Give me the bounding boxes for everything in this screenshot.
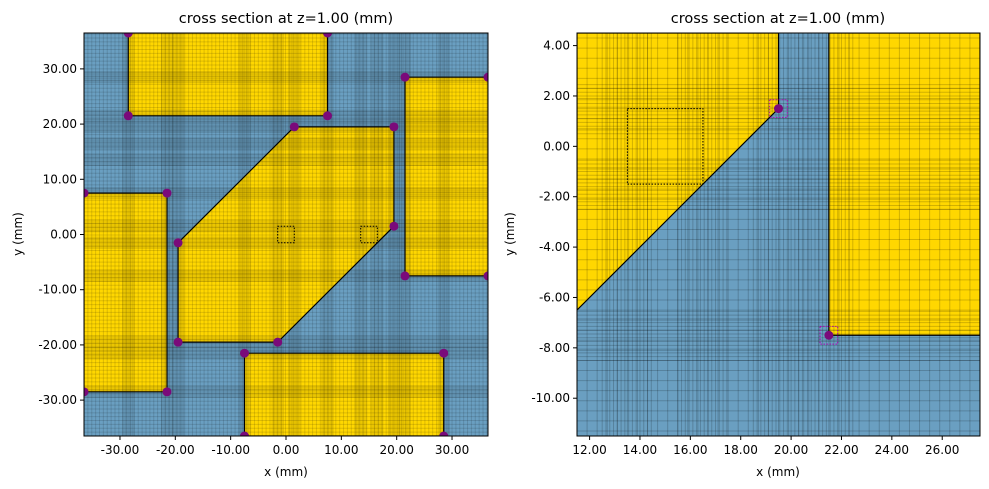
structure-polygon xyxy=(127,33,329,117)
vertex-point xyxy=(824,330,834,340)
vertex-point xyxy=(439,348,449,358)
vertex-point xyxy=(483,72,488,82)
plot-area xyxy=(577,33,980,436)
x-tick-label: 26.00 xyxy=(925,443,959,457)
x-tick-label: -30.00 xyxy=(101,443,140,457)
y-tick-label: -30.00 xyxy=(38,393,77,407)
x-tick-label: -20.00 xyxy=(156,443,195,457)
y-tick-label: 4.00 xyxy=(543,39,570,53)
vertex-point xyxy=(389,122,399,132)
mesh-grid xyxy=(577,33,980,436)
x-tick-label: 20.00 xyxy=(380,443,414,457)
vertex-point xyxy=(84,387,89,397)
vertex-point xyxy=(239,431,249,436)
vertex-point xyxy=(123,33,133,38)
mesh-grid xyxy=(84,33,488,436)
dotted-box xyxy=(626,108,704,185)
x-tick-label: 22.00 xyxy=(824,443,858,457)
dotted-box xyxy=(360,225,378,244)
left-plot: cross section at z=1.00 (mm) x (mm) y (m… xyxy=(11,11,489,479)
y-tick-label: -8.00 xyxy=(539,341,570,355)
y-tick-label: -4.00 xyxy=(539,240,570,254)
x-tick-label: -10.00 xyxy=(211,443,250,457)
vertex-point xyxy=(162,188,172,198)
vertex-point xyxy=(84,188,89,198)
right-plot: cross section at z=1.00 (mm) x (mm) y (m… xyxy=(503,11,981,479)
vertex-point xyxy=(173,337,183,347)
x-tick-label: 18.00 xyxy=(724,443,758,457)
vertex-point xyxy=(239,348,249,358)
x-tick-label: 20.00 xyxy=(774,443,808,457)
y-tick-label: 20.00 xyxy=(43,117,77,131)
vertex-point xyxy=(323,33,333,38)
y-tick-label: 10.00 xyxy=(43,172,77,186)
y-tick-label: 0.00 xyxy=(543,139,570,153)
y-tick-label: -6.00 xyxy=(539,290,570,304)
y-tick-label: 0.00 xyxy=(50,228,77,242)
y-tick-label: -10.00 xyxy=(531,391,570,405)
left-plot-title: cross section at z=1.00 (mm) xyxy=(179,11,393,27)
x-tick-label: 12.00 xyxy=(572,443,606,457)
vertex-point xyxy=(439,431,449,436)
x-tick-label: 14.00 xyxy=(623,443,657,457)
x-tick-label: 30.00 xyxy=(435,443,469,457)
plot-area xyxy=(84,33,488,436)
right-plot-xlabel: x (mm) xyxy=(756,465,800,479)
vertex-point xyxy=(123,111,133,121)
y-tick-label: -2.00 xyxy=(539,190,570,204)
vertex-point xyxy=(400,72,410,82)
right-plot-title: cross section at z=1.00 (mm) xyxy=(671,11,885,27)
y-tick-label: -20.00 xyxy=(38,338,77,352)
vertex-point xyxy=(273,337,283,347)
vertex-point xyxy=(774,104,783,114)
vertex-point xyxy=(289,122,299,132)
vertex-point xyxy=(173,238,183,248)
x-tick-label: 0.00 xyxy=(273,443,300,457)
left-plot-xlabel: x (mm) xyxy=(264,465,308,479)
structure-polygon xyxy=(828,33,980,336)
x-tick-label: 24.00 xyxy=(875,443,909,457)
axes-frame xyxy=(576,32,981,437)
x-tick-label: 10.00 xyxy=(324,443,358,457)
vertex-point xyxy=(389,221,399,231)
y-tick-label: 30.00 xyxy=(43,62,77,76)
right-plot-ylabel: y (mm) xyxy=(503,212,517,256)
x-tick-label: 16.00 xyxy=(673,443,707,457)
y-tick-label: 2.00 xyxy=(543,89,570,103)
vertex-point xyxy=(323,111,333,121)
structure-polygon xyxy=(404,76,488,277)
vertex-point xyxy=(483,271,488,281)
left-plot-ylabel: y (mm) xyxy=(11,212,25,256)
dotted-box xyxy=(277,225,295,244)
vertex-point xyxy=(162,387,172,397)
y-tick-label: -10.00 xyxy=(38,283,77,297)
vertex-point xyxy=(400,271,410,281)
